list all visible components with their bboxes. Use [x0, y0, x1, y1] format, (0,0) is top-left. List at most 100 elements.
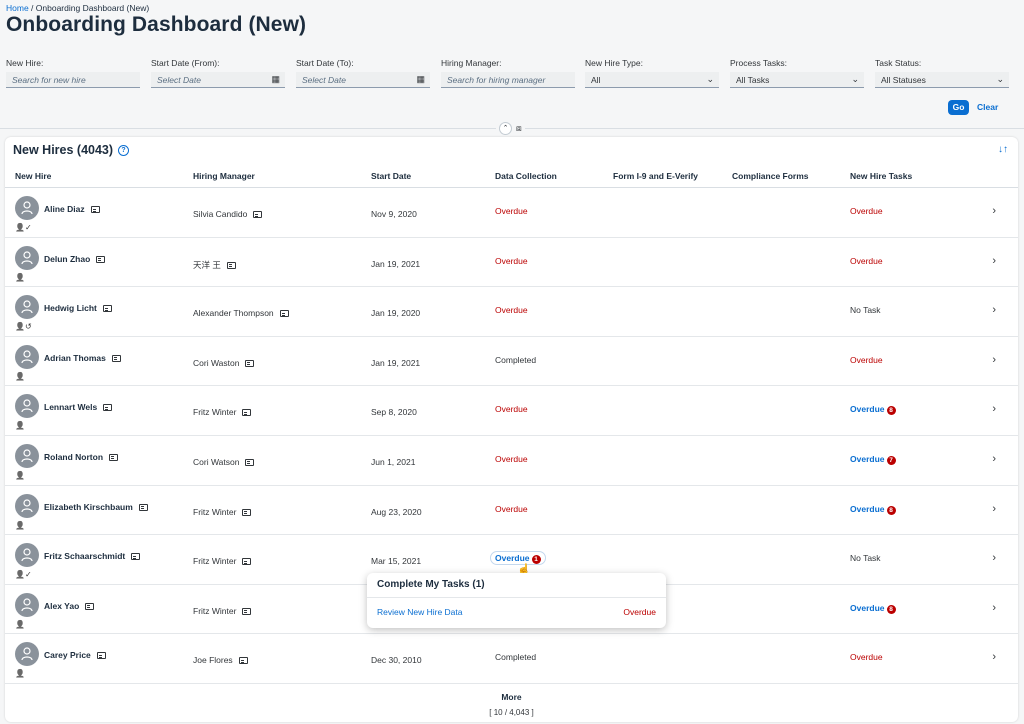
new-hire-name: Aline Diaz: [44, 204, 100, 214]
business-card-icon[interactable]: [96, 652, 106, 660]
chevron-down-icon[interactable]: ⌄: [706, 74, 714, 84]
new-hire-name-text[interactable]: Delun Zhao: [44, 253, 91, 264]
data-collection-link[interactable]: Overdue 1: [490, 551, 546, 566]
avatar-person-icon: [15, 493, 39, 518]
business-card-icon[interactable]: [242, 508, 252, 516]
go-button[interactable]: Go: [948, 100, 969, 115]
filter-select[interactable]: All Statuses ⌄: [875, 72, 1009, 88]
table-row[interactable]: Lennart Wels 👤 Fritz Winter Sep 8, 2020 Over…: [5, 386, 1018, 436]
new-hire-tasks-status[interactable]: Overdue 8: [850, 603, 896, 614]
pin-header-icon[interactable]: ⧈: [516, 122, 522, 133]
business-card-icon[interactable]: [242, 409, 252, 417]
chevron-right-icon[interactable]: ›: [992, 205, 996, 217]
breadcrumb-current: Onboarding Dashboard (New): [35, 3, 150, 13]
avatar-person-icon: [15, 295, 39, 320]
new-hire-name-text[interactable]: Fritz Schaarschmidt: [44, 551, 126, 562]
chevron-right-icon[interactable]: ›: [992, 403, 996, 416]
business-card-icon[interactable]: [103, 404, 113, 412]
new-hire-name-text[interactable]: Hedwig Licht: [44, 303, 97, 314]
column-header[interactable]: New Hire: [15, 171, 52, 181]
clear-button[interactable]: Clear: [977, 102, 999, 112]
column-header[interactable]: Start Date: [371, 171, 412, 181]
chevron-right-icon[interactable]: ›: [992, 502, 996, 515]
popover-task-link[interactable]: Review New Hire Data: [377, 607, 463, 617]
help-icon[interactable]: ?: [118, 145, 129, 156]
table-row[interactable]: Alex Yao 👤 Fritz Winter Overdue 8 ›: [5, 585, 1018, 635]
column-header[interactable]: Hiring Manager: [193, 171, 255, 181]
table-row[interactable]: Elizabeth Kirschbaum 👤 Fritz Winter Aug 23,…: [5, 486, 1018, 536]
new-hire-name-text[interactable]: Aline Diaz: [44, 204, 85, 214]
business-card-icon[interactable]: [245, 359, 255, 367]
chevron-right-icon[interactable]: ›: [992, 601, 996, 614]
business-card-icon[interactable]: [131, 553, 141, 561]
calendar-icon[interactable]: ▦: [416, 74, 425, 84]
filter-input[interactable]: Search for new hire: [6, 72, 140, 88]
chevron-right-icon[interactable]: ›: [992, 353, 996, 366]
business-card-icon[interactable]: [90, 206, 100, 213]
new-hire-tasks-status[interactable]: Overdue 7: [850, 454, 896, 465]
new-hire-tasks-status[interactable]: Overdue 8: [850, 504, 896, 515]
new-hire-name-text[interactable]: Roland Norton: [44, 451, 104, 462]
business-card-icon[interactable]: [238, 657, 248, 665]
business-card-icon[interactable]: [111, 354, 121, 362]
table-row[interactable]: Roland Norton 👤 Cori Watson Jun 1, 2021 Over…: [5, 436, 1018, 486]
sort-icon[interactable]: ↓↑: [998, 144, 1008, 155]
chevron-right-icon[interactable]: ›: [992, 304, 996, 317]
business-card-icon[interactable]: [109, 453, 119, 461]
business-card-icon[interactable]: [102, 305, 112, 313]
filter-value: Select Date: [302, 75, 346, 85]
more-button[interactable]: More: [501, 692, 522, 702]
table-row[interactable]: Delun Zhao 👤 天洋 王 Jan 19, 2021 Overdue Overdu…: [5, 238, 1018, 288]
filter-input[interactable]: Search for hiring manager: [441, 72, 575, 88]
table-row[interactable]: Carey Price 👤 Joe Flores Dec 30, 2010 Comple…: [5, 634, 1018, 684]
filter-label: New Hire:: [6, 58, 44, 68]
business-card-icon[interactable]: [226, 261, 236, 269]
business-card-icon[interactable]: [85, 602, 95, 610]
chevron-right-icon[interactable]: ›: [992, 452, 996, 465]
column-header[interactable]: New Hire Tasks: [850, 171, 913, 181]
hiring-manager: Silvia Candido: [193, 209, 263, 219]
business-card-icon[interactable]: [242, 558, 252, 566]
filter-label: Hiring Manager:: [441, 58, 502, 68]
new-hire-tasks-text[interactable]: Overdue: [850, 503, 885, 514]
calendar-icon[interactable]: ▦: [271, 74, 280, 84]
new-hire-name-text[interactable]: Carey Price: [44, 650, 91, 661]
table-row[interactable]: Hedwig Licht 👤↺ Alexander Thompson Jan 19, …: [5, 287, 1018, 337]
business-card-icon[interactable]: [96, 255, 106, 263]
table-row[interactable]: Adrian Thomas 👤 Cori Waston Jan 19, 2021 Com…: [5, 337, 1018, 387]
data-collection-status: Overdue: [495, 404, 528, 414]
chevron-down-icon[interactable]: ⌄: [851, 74, 859, 84]
new-hire-name-text[interactable]: Adrian Thomas: [44, 352, 106, 363]
chevron-right-icon[interactable]: ›: [992, 651, 996, 664]
chevron-right-icon[interactable]: ›: [992, 254, 996, 267]
filter-2: Start Date (To): Select Date ▦: [296, 58, 430, 88]
column-header[interactable]: Data Collection: [495, 171, 557, 181]
breadcrumb-home-link[interactable]: Home: [6, 3, 29, 13]
data-collection-status[interactable]: Overdue 1 ☝: [490, 551, 546, 576]
hiring-manager: Fritz Winter: [193, 606, 252, 616]
new-hire-tasks-text[interactable]: Overdue: [850, 602, 885, 613]
table-footer: More [ 10 / 4,043 ]: [5, 685, 1018, 722]
new-hire-name-text[interactable]: Lennart Wels: [44, 402, 98, 413]
new-hire-tasks-text[interactable]: Overdue: [850, 404, 885, 415]
filter-input[interactable]: Select Date ▦: [296, 72, 430, 88]
new-hire-name-text[interactable]: Alex Yao: [44, 600, 80, 611]
popover-title: Complete My Tasks (1): [377, 579, 485, 590]
business-card-icon[interactable]: [242, 607, 252, 615]
column-header[interactable]: Form I-9 and E-Verify: [613, 171, 699, 181]
business-card-icon[interactable]: [253, 211, 263, 218]
column-header[interactable]: Compliance Forms: [732, 171, 809, 181]
business-card-icon[interactable]: [138, 503, 148, 511]
business-card-icon[interactable]: [245, 458, 255, 466]
new-hire-tasks-text[interactable]: Overdue: [850, 453, 885, 464]
chevron-right-icon[interactable]: ›: [992, 552, 996, 565]
table-row[interactable]: Aline Diaz 👤✓ Silvia Candido Nov 9, 2020 Ove…: [5, 188, 1018, 238]
collapse-header-button[interactable]: ⌃: [499, 121, 512, 135]
business-card-icon[interactable]: [279, 310, 289, 318]
filter-input[interactable]: Select Date ▦: [151, 72, 285, 88]
chevron-down-icon[interactable]: ⌄: [996, 74, 1004, 84]
new-hire-name-text[interactable]: Elizabeth Kirschbaum: [44, 501, 133, 512]
filter-select[interactable]: All Tasks ⌄: [730, 72, 864, 88]
new-hire-tasks-status[interactable]: Overdue 8: [850, 404, 896, 416]
filter-select[interactable]: All ⌄: [585, 72, 719, 88]
